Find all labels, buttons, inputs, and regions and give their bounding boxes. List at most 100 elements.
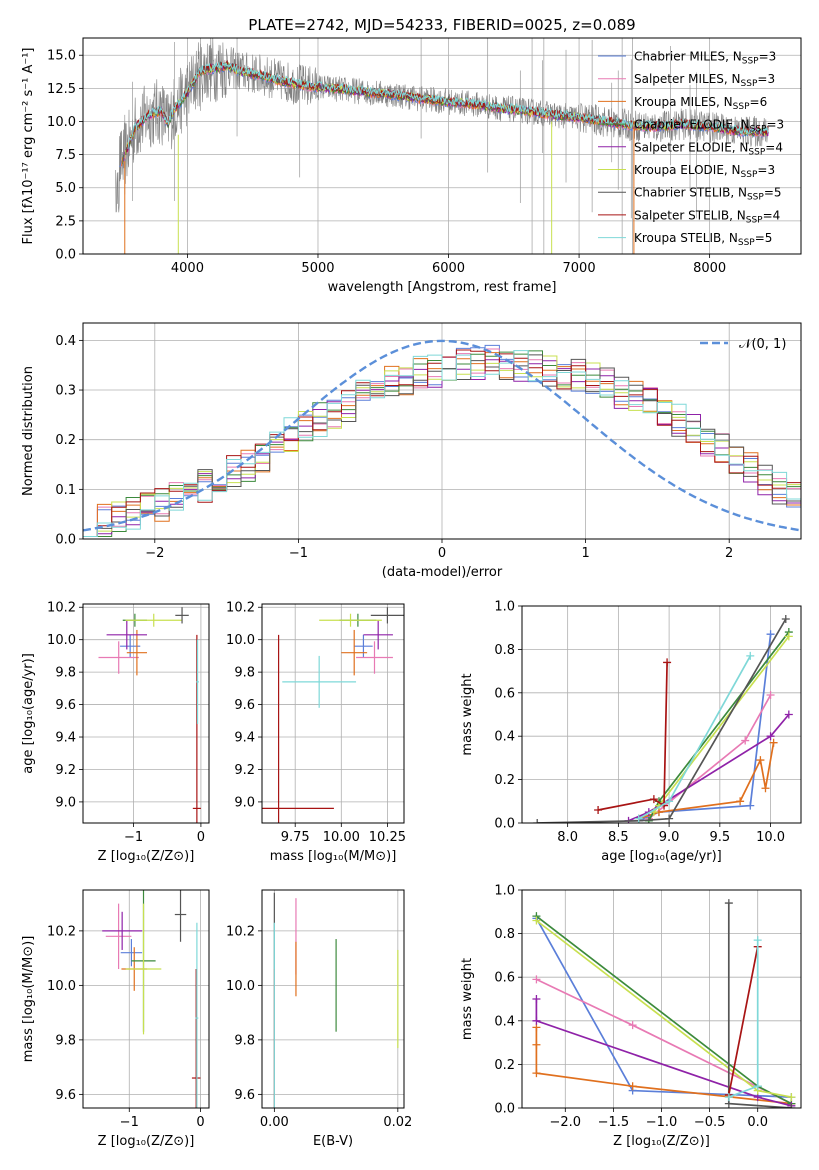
legend-label-sub: SSP [733, 102, 750, 112]
y-tick-label: 9.2 [234, 763, 255, 778]
y-tick-label: 0.6 [494, 686, 515, 701]
spectrum-legend: Chabrier MILES, NSSP=3 Salpeter MILES, N S… [598, 50, 784, 248]
x-axis-label: age [log₁₀(age/yr)] [601, 849, 722, 864]
mass-weight-series-line [536, 978, 792, 1105]
mass-weight-series-line [727, 946, 759, 1096]
mass-weight-point [628, 1021, 637, 1030]
x-tick-label: 2 [725, 546, 733, 561]
x-tick-label: 0.0 [747, 1115, 768, 1130]
legend-label: Salpeter STELIB, NSSP=4 [634, 208, 780, 225]
x-tick-label: −1 [289, 546, 308, 561]
x-tick-label: 4000 [171, 261, 204, 276]
y-tick-label: 9.6 [55, 698, 76, 713]
y-tick-label: 0.0 [494, 1102, 515, 1117]
x-axis-label: mass [log₁₀(M/M⊙)] [270, 849, 397, 864]
y-tick-label: 0.1 [55, 483, 76, 498]
mass-weight-series-line [653, 635, 790, 813]
x-tick-label: 8.5 [608, 830, 629, 845]
mass-weight-point [746, 651, 755, 660]
y-tick-label: 9.6 [55, 1088, 76, 1103]
mass-weight-series-line [535, 915, 792, 1105]
y-tick-label: 12.5 [47, 82, 76, 97]
x-tick-label: 8.0 [557, 830, 578, 845]
residual-hist-plot-area [83, 323, 801, 539]
mass-weight-point [787, 1104, 796, 1108]
y-tick-label: 10.2 [47, 601, 76, 616]
x-axis-label: wavelength [Angstrom, rest frame] [328, 280, 557, 295]
mass-weight-series-line [537, 618, 787, 823]
y-tick-label: 9.4 [234, 731, 255, 746]
mass-weight-point [746, 801, 755, 810]
mass-weight-point [532, 1016, 541, 1025]
x-tick-label: 1 [581, 546, 589, 561]
residual-hist-axes: −2 −1 0 1 2 0.0 0.1 0.2 0.3 0.4 (data-model)/error… [21, 322, 802, 580]
figure-title: PLATE=2742, MJD=54233, FIBERID=0025, z=0… [248, 16, 635, 34]
mass-weight-point [741, 736, 750, 745]
y-tick-label: 5.0 [55, 181, 76, 196]
mass-weight-point [753, 1082, 762, 1091]
legend-label: Kroupa STELIB, NSSP=5 [634, 231, 772, 248]
mass-vs-EBV-axes: 0.00 0.02 9.6 9.8 10.0 10.2 E(B-V) [226, 889, 412, 1149]
x-tick-label: −2.0 [550, 1115, 582, 1130]
y-tick-label: 10.2 [226, 924, 255, 939]
y-tick-label: 0.4 [494, 730, 515, 745]
age-vs-mass-axes: 9.75 10.00 10.25 9.0 9.2 9.4 9.6 9.8 10.0 10.2 mas… [226, 601, 406, 864]
axes-frame [82, 322, 802, 540]
mass-weight-series-line [535, 919, 792, 1098]
x-axis-label: Z [log₁₀(Z/Z⊙)] [613, 1134, 710, 1149]
x-tick-label: −1 [124, 830, 143, 845]
legend-label-main: Salpeter STELIB, N [634, 208, 746, 222]
axes-frame [261, 603, 405, 824]
y-axis-label: Flux [fλ10⁻¹⁷ erg cm⁻² s⁻¹ A⁻¹] [21, 48, 36, 245]
legend-label-tail: =3 [766, 118, 784, 132]
mass-weight-series-line [638, 655, 752, 820]
legend-label-tail: =5 [755, 231, 773, 245]
x-tick-label: 9.0 [659, 830, 680, 845]
x-tick-label: 10.0 [756, 830, 785, 845]
mass-weight-vs-Z-axes: −2.0 −1.5 −1.0 −0.5 0.0 0.0 0.2 0.4 0.6 0.8 1.0 Z [… [460, 884, 802, 1149]
x-axis-label: E(B-V) [313, 1134, 353, 1149]
y-tick-label: 0.0 [494, 817, 515, 832]
x-tick-label: 0 [438, 546, 446, 561]
legend-label-main: Salpeter ELODIE, N [634, 140, 748, 154]
y-tick-label: 0.4 [55, 334, 76, 349]
legend-label: Chabrier ELODIE, NSSP=3 [634, 118, 784, 135]
x-tick-label: −2 [145, 546, 164, 561]
y-tick-label: 0.0 [55, 248, 76, 263]
axes-frame [82, 603, 210, 824]
y-tick-label: 9.0 [234, 795, 255, 810]
mass-vs-Z-axes: −1 0 9.6 9.8 10.0 10.2 Z [log₁₀(Z/Z⊙)] mass [lo… [21, 889, 210, 1149]
mass-weight-point [594, 805, 603, 814]
legend-label-main: Salpeter MILES, N [634, 72, 741, 86]
x-tick-label: 7000 [563, 261, 596, 276]
age-vs-mass-plot-area [262, 604, 404, 823]
legend-label-tail: =4 [763, 208, 781, 222]
y-tick-label: 0.8 [494, 927, 515, 942]
mass-weight-point [784, 710, 793, 719]
age-vs-Z-plot-area [83, 604, 209, 823]
normal-curve-line [83, 339, 801, 532]
y-tick-label: 15.0 [47, 49, 76, 64]
y-tick-label: 10.2 [47, 924, 76, 939]
y-tick-label: 0.3 [55, 384, 76, 399]
y-tick-label: 0.2 [494, 1058, 515, 1073]
y-tick-label: 10.0 [47, 633, 76, 648]
x-tick-label: 0 [196, 1115, 204, 1130]
mass-weight-point [766, 630, 775, 639]
legend-label: Kroupa MILES, NSSP=6 [634, 95, 767, 112]
legend-label: Salpeter ELODIE, NSSP=4 [634, 140, 783, 157]
x-tick-label: −1.0 [646, 1115, 678, 1130]
mass-weight-point [769, 738, 778, 747]
mass-weight-vs-age-axes: 8.0 8.5 9.0 9.5 10.0 0.0 0.2 0.4 0.6 0.8 1.0 age [l… [460, 600, 802, 864]
y-tick-label: 0.4 [494, 1014, 515, 1029]
legend-label-sub: SSP [750, 125, 767, 135]
y-tick-label: 0.2 [55, 433, 76, 448]
legend-label-main: Kroupa ELODIE, N [634, 163, 741, 177]
x-tick-label: 0.02 [383, 1115, 412, 1130]
x-axis-label: (data-model)/error [382, 565, 503, 580]
mass-weight-point [634, 814, 643, 823]
legend-label-tail: =3 [759, 50, 777, 64]
y-tick-label: 0.6 [494, 971, 515, 986]
legend-label: Chabrier MILES, NSSP=3 [634, 50, 776, 67]
histogram-step-line [83, 350, 801, 537]
